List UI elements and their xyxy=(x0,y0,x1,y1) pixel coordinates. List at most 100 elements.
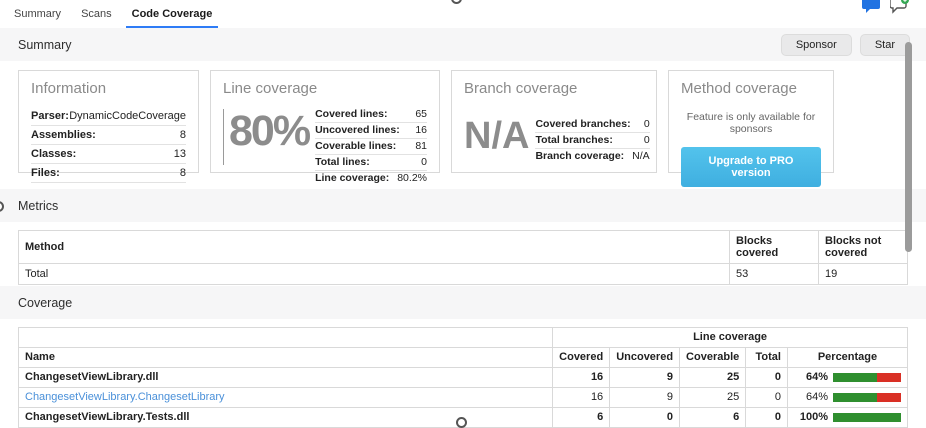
info-label: Parser: xyxy=(31,110,69,122)
vertical-scrollbar[interactable] xyxy=(905,42,912,252)
stat-value: N/A xyxy=(632,150,650,162)
percentage-value: 64% xyxy=(805,371,828,383)
coverage-group-header-row: Line coverage xyxy=(17,327,908,348)
coverage-row-assembly-1: ChangesetViewLibrary.dll 16 9 25 0 64% xyxy=(17,367,909,388)
coverage-row-class-1: ChangesetViewLibrary.ChangesetLibrary 16… xyxy=(17,387,909,408)
line-stat-total: Total lines: 0 xyxy=(315,155,427,171)
stat-label: Branch coverage: xyxy=(535,150,625,162)
coverage-header-percentage[interactable]: Percentage xyxy=(786,347,909,368)
branch-coverage-big-value: N/A xyxy=(464,115,530,157)
stat-value: 81 xyxy=(415,140,427,152)
line-coverage-big-value: 80% xyxy=(229,107,311,155)
information-card-title: Information xyxy=(31,80,107,97)
summary-cards: Information Parser: DynamicCodeCoverage … xyxy=(0,61,926,189)
coverage-group-header: Line coverage xyxy=(552,327,908,348)
stat-value: 0 xyxy=(643,134,650,146)
method-coverage-card-title: Method coverage xyxy=(681,80,797,97)
percentage-value: 64% xyxy=(805,391,828,403)
assembly-name: ChangesetViewLibrary.Tests.dll xyxy=(17,407,554,428)
coverage-header-uncovered[interactable]: Uncovered xyxy=(609,347,681,368)
total-value: 0 xyxy=(745,367,788,388)
assembly-name: ChangesetViewLibrary.dll xyxy=(17,367,554,388)
star-button[interactable]: Star xyxy=(859,33,910,56)
coverage-section-header: Coverage xyxy=(0,286,926,319)
stat-label: Uncovered lines: xyxy=(315,124,400,136)
branch-stat-total: Total branches: 0 xyxy=(535,133,650,149)
information-card: Information Parser: DynamicCodeCoverage … xyxy=(18,70,199,183)
stat-label: Covered branches: xyxy=(535,118,631,130)
metrics-header-method[interactable]: Method xyxy=(18,230,730,264)
tab-bar: Summary Scans Code Coverage xyxy=(0,0,926,28)
coverage-header-name[interactable]: Name xyxy=(17,347,554,368)
info-label: Classes: xyxy=(31,148,77,160)
percentage-cell: 100% xyxy=(786,407,909,428)
branch-stat-covered: Covered branches: 0 xyxy=(535,117,650,133)
metrics-total-row: Total 53 19 xyxy=(18,263,908,285)
stat-value: 0 xyxy=(643,118,650,130)
coverage-header-covered[interactable]: Covered xyxy=(552,347,611,368)
info-label: Files: xyxy=(31,167,60,179)
line-stat-percentage: Line coverage: 80.2% xyxy=(315,171,427,186)
stat-label: Coverable lines: xyxy=(315,140,397,152)
coverable-value: 25 xyxy=(679,367,747,388)
covered-value: 16 xyxy=(552,367,611,388)
coverable-value: 25 xyxy=(679,387,747,408)
metrics-table: Method Blocks covered Blocks not covered… xyxy=(18,230,908,285)
percentage-cell: 64% xyxy=(786,387,909,408)
total-value: 0 xyxy=(745,387,788,408)
uncovered-value: 0 xyxy=(609,407,681,428)
stat-label: Total branches: xyxy=(535,134,613,146)
sponsor-note: Feature is only available for sponsors xyxy=(686,111,816,135)
branch-coverage-card: Branch coverage N/A Covered branches: 0 … xyxy=(451,70,657,173)
summary-section-title: Summary xyxy=(18,37,72,52)
info-value: DynamicCodeCoverage xyxy=(69,110,186,122)
info-row-parser: Parser: DynamicCodeCoverage xyxy=(31,107,186,126)
uncovered-value: 9 xyxy=(609,367,681,388)
percentage-cell: 64% xyxy=(786,367,909,388)
metrics-header-row: Method Blocks covered Blocks not covered xyxy=(18,230,908,264)
tab-summary[interactable]: Summary xyxy=(14,8,62,20)
info-row-assemblies: Assemblies: 8 xyxy=(31,126,186,145)
coverage-empty-header xyxy=(17,327,554,348)
stat-label: Total lines: xyxy=(315,156,370,168)
coverable-value: 6 xyxy=(679,407,747,428)
info-value: 8 xyxy=(179,167,186,179)
class-name-link[interactable]: ChangesetViewLibrary.ChangesetLibrary xyxy=(25,391,225,403)
metrics-table-area: Method Blocks covered Blocks not covered… xyxy=(0,222,926,286)
info-value: 8 xyxy=(179,129,186,141)
metrics-header-blocks-not-covered[interactable]: Blocks not covered xyxy=(818,230,908,264)
uncovered-value: 9 xyxy=(609,387,681,408)
chat-bubble-filled-icon[interactable] xyxy=(862,0,880,15)
info-row-files: Files: 8 xyxy=(31,164,186,183)
coverage-header-total[interactable]: Total xyxy=(745,347,788,368)
total-value: 0 xyxy=(745,407,788,428)
metrics-total-blocks-covered: 53 xyxy=(729,263,819,285)
percentage-value: 100% xyxy=(799,411,828,423)
tab-scans[interactable]: Scans xyxy=(81,8,112,20)
stat-value: 16 xyxy=(415,124,427,136)
coverage-section-title: Coverage xyxy=(18,295,73,310)
coverage-bar xyxy=(832,372,901,382)
chat-bubble-add-icon[interactable] xyxy=(890,0,910,15)
stat-value: 80.2% xyxy=(397,172,427,184)
tab-code-coverage[interactable]: Code Coverage xyxy=(125,2,219,28)
metrics-total-blocks-not-covered: 19 xyxy=(818,263,908,285)
line-stat-uncovered: Uncovered lines: 16 xyxy=(315,123,427,139)
coverage-header-coverable[interactable]: Coverable xyxy=(679,347,747,368)
summary-section-header: Summary Sponsor Star xyxy=(0,28,926,61)
coverage-bar xyxy=(832,392,901,402)
metrics-header-blocks-covered[interactable]: Blocks covered xyxy=(729,230,819,264)
coverage-bar xyxy=(832,412,901,422)
covered-value: 6 xyxy=(552,407,611,428)
sponsor-button[interactable]: Sponsor xyxy=(780,33,852,56)
line-coverage-card-title: Line coverage xyxy=(223,80,318,97)
info-value: 13 xyxy=(173,148,186,160)
coverage-table: Line coverage Name Covered Uncovered Cov… xyxy=(17,327,909,428)
stat-value: 0 xyxy=(421,156,427,168)
info-row-classes: Classes: 13 xyxy=(31,145,186,164)
line-coverage-accent-bar xyxy=(223,109,225,165)
upgrade-pro-button[interactable]: Upgrade to PRO version xyxy=(681,147,821,187)
branch-coverage-card-title: Branch coverage xyxy=(464,80,578,97)
stat-value: 65 xyxy=(415,108,427,120)
coverage-header-row: Name Covered Uncovered Coverable Total P… xyxy=(17,347,909,368)
